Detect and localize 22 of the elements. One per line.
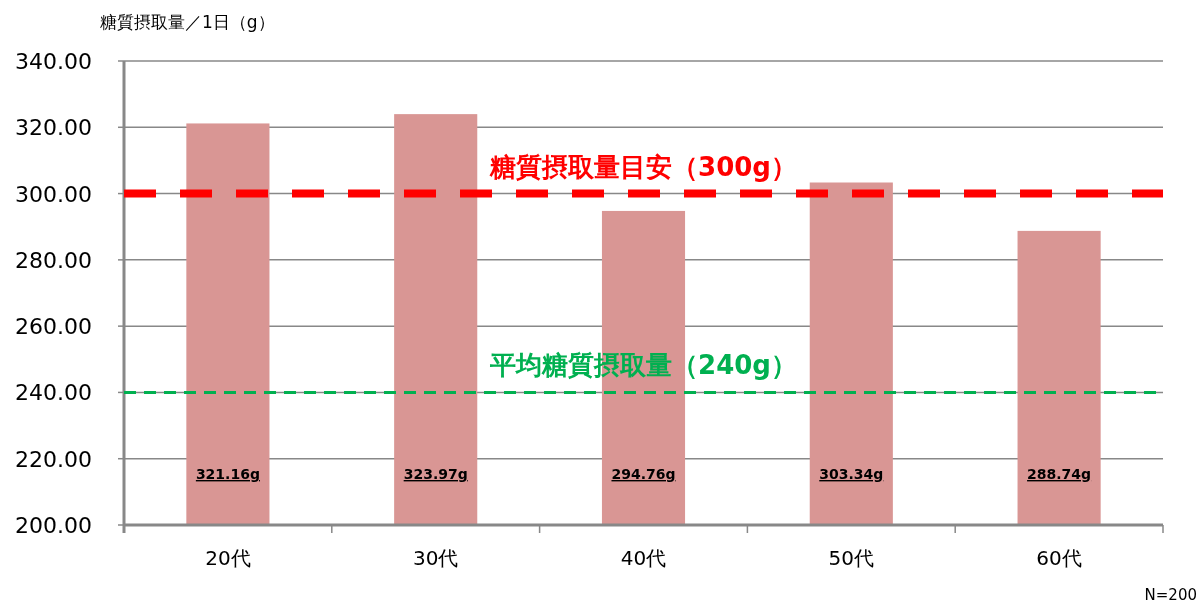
- data-label: 323.97g: [403, 466, 468, 482]
- data-label: 303.34g: [819, 466, 884, 482]
- x-tick-label: 30代: [412, 546, 459, 570]
- y-tick-label: 300.00: [15, 181, 92, 207]
- text: N=200: [1144, 586, 1197, 604]
- y-tick-label: 260.00: [15, 314, 92, 340]
- y-tick-label: 220.00: [15, 446, 92, 472]
- x-tick-label: 60代: [1036, 546, 1082, 570]
- ref-line-label: 平均糖質摂取量（240g）: [489, 350, 797, 381]
- x-tick-label: 50代: [828, 546, 875, 570]
- x-tick-label: 40代: [620, 546, 667, 570]
- y-tick-label: 200.00: [15, 513, 92, 538]
- y-tick-label: 340.00: [15, 49, 92, 74]
- y-tick-label: 320.00: [15, 115, 92, 141]
- ref-line-label: 糖質摂取量目安（300g）: [489, 151, 797, 182]
- x-tick-label: 20代: [205, 546, 251, 570]
- y-tick-label: 240.00: [15, 380, 92, 406]
- data-label: 288.74g: [1027, 466, 1092, 482]
- y-tick-label: 280.00: [15, 247, 92, 273]
- y-axis-title: 糖質摂取量／1日（g）: [100, 12, 275, 32]
- data-label: 294.76g: [611, 466, 676, 482]
- data-label: 321.16g: [195, 466, 260, 482]
